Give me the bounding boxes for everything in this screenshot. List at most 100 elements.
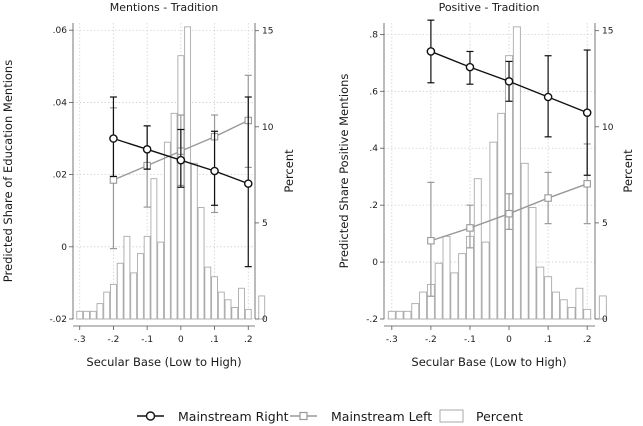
histogram-bar — [528, 207, 537, 320]
histogram-bar — [190, 162, 198, 320]
x-tick-label: .1 — [210, 335, 219, 345]
histogram-bar — [387, 310, 396, 320]
point-marker-square — [427, 236, 435, 245]
y-tick-label: .8 — [369, 30, 378, 40]
point-marker-circle — [465, 62, 475, 72]
histogram-bar — [567, 307, 576, 320]
series-mainstream-right — [426, 19, 592, 176]
histogram-bar — [217, 291, 225, 320]
y2-tick-label: 10 — [262, 123, 274, 133]
point-marker-circle — [176, 155, 186, 165]
panel-title: Positive - Tradition — [439, 1, 540, 14]
histogram-bar — [481, 241, 490, 320]
histogram-bar — [505, 55, 513, 320]
histogram-bar — [96, 303, 104, 320]
point-marker-square — [583, 180, 591, 188]
x-tick-label: .2 — [583, 335, 592, 345]
y2-axis-label: Percent — [621, 149, 635, 193]
point-marker-square — [466, 224, 474, 232]
legend-item-mainstream-right: Mainstream Right — [137, 409, 289, 424]
point-marker-circle — [426, 47, 436, 56]
histogram-bar — [224, 299, 232, 320]
histogram-bar — [157, 241, 165, 320]
y2-tick-label: 0 — [602, 315, 608, 325]
panel-mentions-tradition: -.3 -.2 -.1 0 .1 .2 -.02 0 .02 .04 .06 0 5 10 15 Mentio… — [1, 1, 296, 369]
x-tick-label: 0 — [506, 335, 512, 345]
y2-tick-label: 15 — [262, 27, 273, 37]
histogram-bar — [575, 287, 584, 320]
histogram-bar — [83, 310, 90, 320]
y2-tick-label: 10 — [602, 123, 614, 133]
histogram-bar — [116, 262, 124, 320]
histogram-bar — [598, 295, 607, 320]
y2-tick-label: 15 — [602, 27, 613, 37]
axes: -.3 -.2 -.1 0 .1 .2 -.02 0 .02 .04 .06 0 5 10 15 — [49, 23, 274, 345]
histogram-bar — [419, 291, 428, 320]
histogram-bar — [89, 310, 97, 320]
axes: -.3 -.2 -.1 0 .1 .2 -.2 0 .2 .4 .6 .8 0 5 10 15 — [366, 23, 614, 345]
y-tick-label: .06 — [53, 26, 68, 36]
histogram-bar — [103, 291, 111, 320]
y-tick-label: -.2 — [366, 315, 378, 325]
x-tick-label: -.3 — [74, 335, 86, 345]
series-mainstream-right — [109, 96, 253, 268]
series-mainstream-left — [427, 143, 591, 297]
y-axis-label: Predicted Share Positive Mentions — [337, 74, 351, 269]
legend-label-mainstream-left: Mainstream Left — [331, 409, 432, 424]
panel-title: Mentions - Tradition — [110, 1, 218, 14]
histogram-bar — [466, 235, 474, 320]
y2-axis-label: Percent — [282, 149, 296, 193]
histogram-bar — [231, 307, 239, 320]
histogram-bar — [551, 291, 560, 320]
point-marker-circle — [504, 77, 514, 86]
histogram-bar — [130, 272, 138, 320]
histogram-bar — [76, 310, 84, 320]
y2-tick-label: 0 — [262, 315, 268, 325]
legend-label-mainstream-right: Mainstream Right — [178, 409, 289, 424]
histogram-bar — [244, 308, 252, 320]
histogram-bars — [76, 26, 266, 320]
histogram-bar — [520, 162, 529, 320]
histogram-bar — [583, 308, 592, 320]
x-axis-label: Secular Base (Low to High) — [411, 355, 566, 369]
x-tick-label: 0 — [178, 335, 184, 345]
legend-label-percent: Percent — [476, 409, 523, 424]
histogram-bars — [387, 26, 607, 320]
histogram-bar — [458, 253, 467, 320]
point-marker-square — [505, 209, 513, 218]
point-marker-square — [544, 194, 552, 202]
histogram-bar — [143, 235, 151, 320]
y-tick-label: .4 — [369, 144, 378, 154]
legend-item-mainstream-left: Mainstream Left — [290, 409, 432, 424]
histogram-bar — [473, 178, 482, 320]
histogram-bar — [544, 276, 553, 320]
legend-item-percent: Percent — [439, 409, 523, 424]
histogram-bar — [184, 26, 192, 320]
histogram-bar — [411, 303, 420, 320]
point-marker-circle — [543, 92, 553, 102]
histogram-bar — [238, 287, 245, 320]
y2-tick-label: 5 — [262, 219, 268, 229]
point-marker-circle — [243, 179, 253, 188]
histogram-bar — [395, 310, 404, 320]
histogram-bar — [170, 112, 178, 320]
histogram-bar — [536, 266, 545, 320]
histogram-bar — [450, 272, 459, 320]
histogram-bar — [136, 253, 144, 320]
y-tick-label: 0 — [372, 258, 378, 268]
x-tick-label: .1 — [544, 335, 553, 345]
x-axis-label: Secular Base (Low to High) — [86, 355, 241, 369]
panel-positive-tradition: -.3 -.2 -.1 0 .1 .2 -.2 0 .2 .4 .6 .8 0 5 10 15 Positive… — [337, 1, 635, 369]
histogram-bar — [403, 310, 412, 320]
point-marker-circle — [582, 108, 592, 117]
point-marker-square — [109, 176, 118, 184]
x-tick-label: -.2 — [425, 335, 437, 345]
y-tick-label: .6 — [369, 87, 378, 97]
histogram-bar — [258, 295, 266, 320]
histogram-bar — [110, 283, 117, 320]
y2-tick-label: 5 — [602, 219, 608, 229]
y-axis-label: Predicted Share of Education Mentions — [1, 60, 15, 282]
y-tick-label: 0 — [61, 243, 67, 253]
x-tick-label: .2 — [244, 335, 253, 345]
